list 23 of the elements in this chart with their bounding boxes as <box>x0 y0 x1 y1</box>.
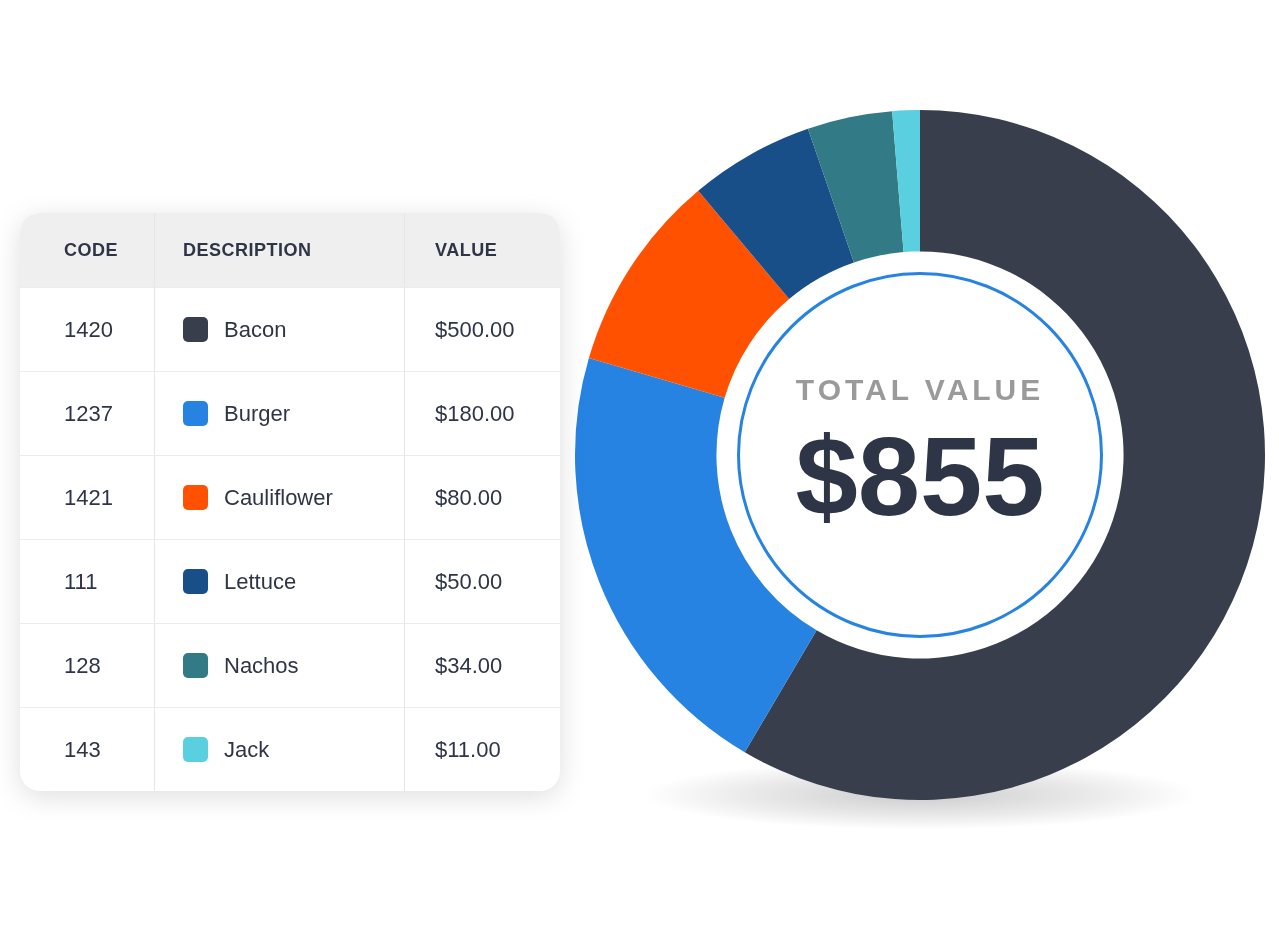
data-label: $500.00 <box>434 315 516 344</box>
data-label: $11.00 <box>434 735 502 764</box>
text: 1420 <box>20 288 155 371</box>
text: 111 <box>20 540 155 623</box>
text: 143 <box>20 708 155 791</box>
data-label: $180.00 <box>434 399 516 428</box>
legend-label: Cauliflower <box>224 484 333 511</box>
data-label: $80.00 <box>434 483 504 512</box>
text: 1237 <box>20 372 155 455</box>
data-label: $34.00 <box>434 651 504 680</box>
text: CODE <box>20 213 155 287</box>
legend-label: Lettuce <box>224 568 297 595</box>
data-label: $50.00 <box>434 567 504 596</box>
legend-label: Bacon <box>224 316 287 343</box>
legend-label: Burger <box>224 400 291 427</box>
text: $855 <box>795 413 1045 539</box>
text: 1421 <box>20 456 155 539</box>
text: VALUE <box>434 238 499 262</box>
legend-label: Jack <box>224 736 270 763</box>
text: DESCRIPTION <box>155 213 405 287</box>
text: TOTAL VALUE <box>795 372 1045 407</box>
text: 128 <box>20 624 155 707</box>
legend-label: Nachos <box>224 652 299 679</box>
